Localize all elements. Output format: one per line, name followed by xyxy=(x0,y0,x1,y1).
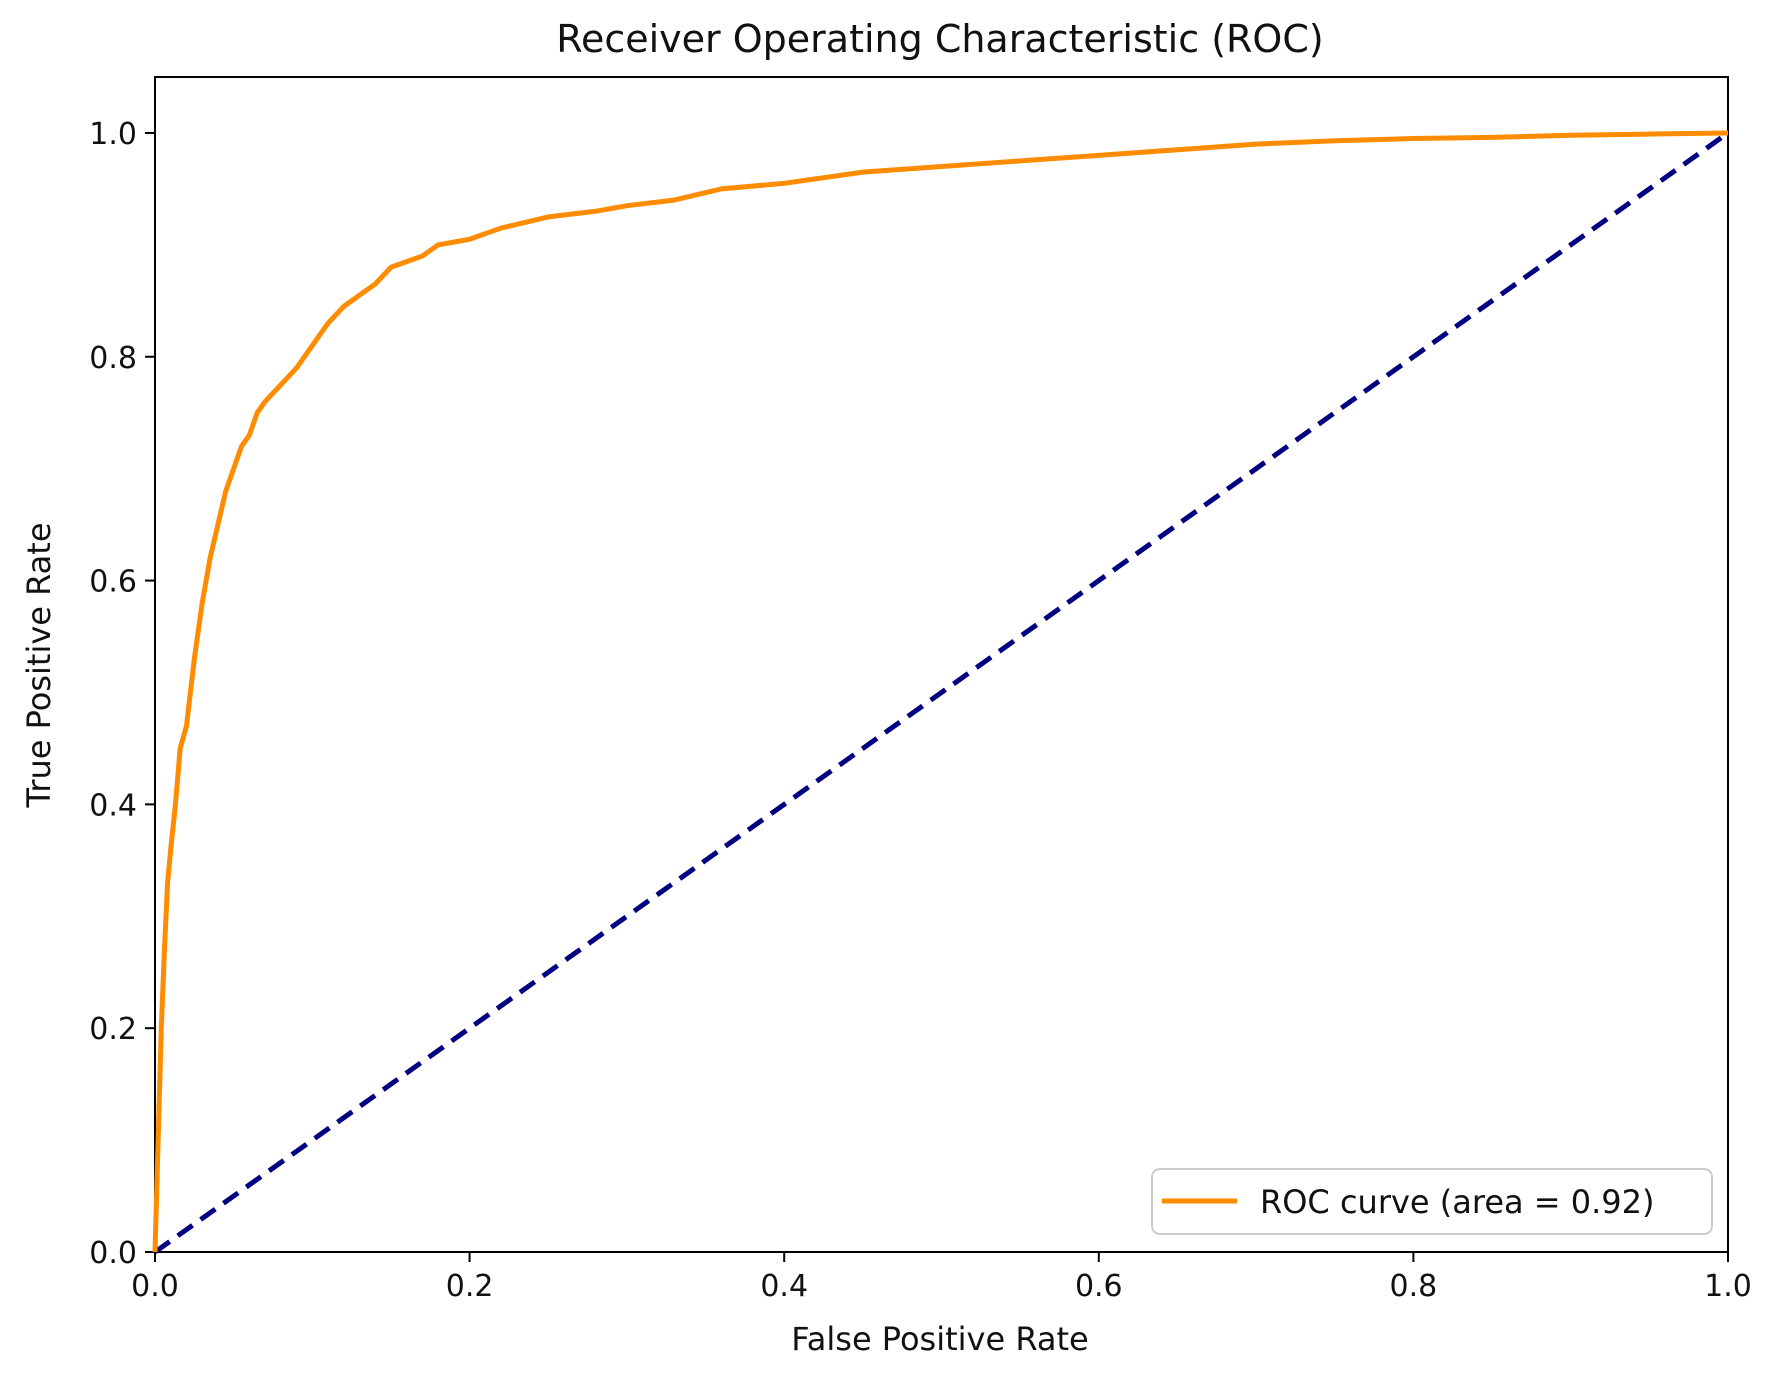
x-tick-label: 0.0 xyxy=(131,1269,179,1304)
x-tick-label: 0.8 xyxy=(1390,1269,1438,1304)
series-layer xyxy=(152,130,1730,1255)
chance-diagonal-line xyxy=(153,130,1730,1255)
x-axis-label: False Positive Rate xyxy=(791,1320,1088,1358)
x-tick-label: 0.2 xyxy=(446,1269,494,1304)
x-tick-label: 0.4 xyxy=(760,1269,808,1304)
chart-title: Receiver Operating Characteristic (ROC) xyxy=(556,17,1323,61)
x-axis: 0.0 0.2 0.4 0.6 0.8 1.0 xyxy=(131,1252,1752,1304)
x-tick-label: 1.0 xyxy=(1704,1269,1752,1304)
y-tick-label: 0.8 xyxy=(89,341,137,376)
y-tick-label: 0.6 xyxy=(89,565,137,600)
legend-box xyxy=(1151,1168,1713,1235)
y-axis-label: True Positive Rate xyxy=(20,522,58,808)
plot-area xyxy=(154,76,1729,1253)
y-tick-label: 0.0 xyxy=(89,1236,137,1271)
y-axis: 0.0 0.2 0.4 0.6 0.8 1.0 xyxy=(89,117,155,1271)
x-tick-label: 0.6 xyxy=(1075,1269,1123,1304)
y-tick-label: 0.2 xyxy=(89,1012,137,1047)
legend: ROC curve (area = 0.92) xyxy=(1151,1168,1713,1235)
legend-label-roc: ROC curve (area = 0.92) xyxy=(1260,1183,1655,1221)
y-tick-label: 0.4 xyxy=(89,788,137,823)
roc-curve-line xyxy=(152,130,1729,1253)
y-tick-label: 1.0 xyxy=(89,117,137,152)
